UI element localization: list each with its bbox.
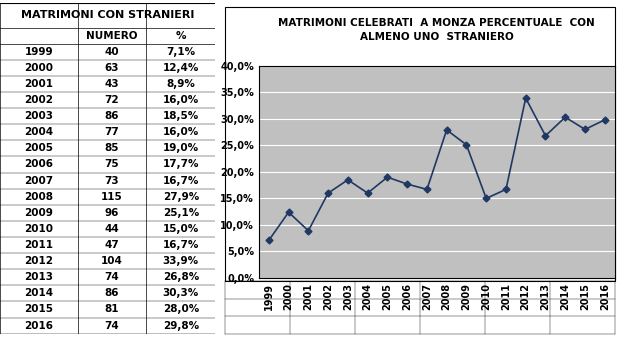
Text: 47: 47 — [105, 240, 119, 250]
Text: 15,0%: 15,0% — [163, 224, 199, 234]
Text: NUMERO: NUMERO — [86, 31, 138, 40]
Text: 43: 43 — [105, 79, 119, 89]
Text: 2001: 2001 — [24, 79, 53, 89]
Text: 72: 72 — [105, 95, 119, 105]
Text: 29,8%: 29,8% — [163, 320, 199, 331]
Text: MATRIMONI CON STRANIERI: MATRIMONI CON STRANIERI — [21, 10, 194, 21]
Text: 28,0%: 28,0% — [163, 304, 199, 314]
Text: 2006: 2006 — [24, 159, 53, 170]
Text: 75: 75 — [105, 159, 119, 170]
Text: 74: 74 — [105, 320, 119, 331]
Text: 81: 81 — [105, 304, 119, 314]
Text: 25,1%: 25,1% — [163, 208, 199, 218]
Text: 96: 96 — [105, 208, 119, 218]
Text: 18,5%: 18,5% — [163, 111, 199, 121]
Text: 2007: 2007 — [24, 176, 53, 186]
Text: 85: 85 — [105, 143, 119, 153]
Text: 115: 115 — [101, 192, 123, 202]
Text: 26,8%: 26,8% — [163, 272, 199, 282]
Text: 27,9%: 27,9% — [163, 192, 199, 202]
Text: 1999: 1999 — [24, 47, 53, 57]
Text: 86: 86 — [105, 111, 119, 121]
Text: 17,7%: 17,7% — [163, 159, 199, 170]
Text: 40: 40 — [105, 47, 119, 57]
Text: 2002: 2002 — [24, 95, 53, 105]
Text: 2011: 2011 — [24, 240, 53, 250]
Text: 2013: 2013 — [24, 272, 53, 282]
Text: 2004: 2004 — [24, 127, 53, 137]
Text: 104: 104 — [101, 256, 123, 266]
Text: 7,1%: 7,1% — [166, 47, 195, 57]
Text: 16,7%: 16,7% — [163, 240, 199, 250]
Text: 16,0%: 16,0% — [163, 95, 199, 105]
Text: 63: 63 — [105, 63, 119, 73]
Text: 2012: 2012 — [24, 256, 53, 266]
Text: 2010: 2010 — [24, 224, 53, 234]
Text: 8,9%: 8,9% — [167, 79, 195, 89]
Text: 12,4%: 12,4% — [163, 63, 199, 73]
Text: 2005: 2005 — [24, 143, 53, 153]
Text: 2016: 2016 — [24, 320, 53, 331]
Text: 2009: 2009 — [24, 208, 53, 218]
Text: 2003: 2003 — [24, 111, 53, 121]
Text: 16,0%: 16,0% — [163, 127, 199, 137]
Text: 33,9%: 33,9% — [163, 256, 199, 266]
Text: 19,0%: 19,0% — [163, 143, 199, 153]
Text: 2014: 2014 — [24, 288, 53, 298]
Text: 74: 74 — [105, 272, 119, 282]
Text: %: % — [175, 31, 186, 40]
Text: 2008: 2008 — [24, 192, 53, 202]
Text: 30,3%: 30,3% — [163, 288, 199, 298]
Text: 2015: 2015 — [24, 304, 53, 314]
Text: 16,7%: 16,7% — [163, 176, 199, 186]
Text: 73: 73 — [105, 176, 119, 186]
Text: 77: 77 — [105, 127, 119, 137]
Text: 86: 86 — [105, 288, 119, 298]
Text: 2000: 2000 — [24, 63, 53, 73]
Text: 44: 44 — [105, 224, 119, 234]
Text: MATRIMONI CELEBRATI  A MONZA PERCENTUALE  CON
ALMENO UNO  STRANIERO: MATRIMONI CELEBRATI A MONZA PERCENTUALE … — [278, 18, 595, 42]
